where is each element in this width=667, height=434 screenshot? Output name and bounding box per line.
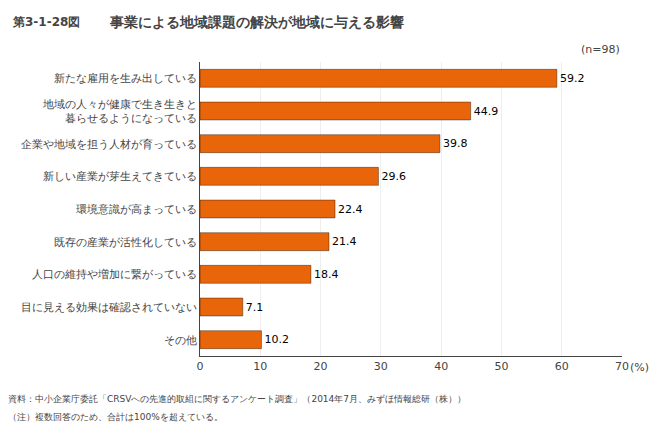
svg-text:30: 30 — [374, 360, 388, 373]
svg-text:21.4: 21.4 — [332, 235, 357, 248]
svg-text:10.2: 10.2 — [264, 333, 289, 346]
svg-text:（注）複数回答のため、合計は100%を超えている。: （注）複数回答のため、合計は100%を超えている。 — [8, 412, 223, 422]
svg-text:(n=98): (n=98) — [581, 43, 620, 56]
svg-text:既存の産業が活性化している: 既存の産業が活性化している — [54, 236, 197, 249]
svg-text:10: 10 — [253, 360, 267, 373]
svg-text:資料：中小企業庁委託「CRSVへの先進的取組に関するアンケー: 資料：中小企業庁委託「CRSVへの先進的取組に関するアンケート調査」（2014年… — [8, 394, 466, 404]
svg-text:59.2: 59.2 — [560, 72, 585, 85]
svg-text:7.1: 7.1 — [246, 301, 263, 314]
svg-text:50: 50 — [494, 360, 508, 373]
svg-text:40: 40 — [434, 360, 448, 373]
svg-text:18.4: 18.4 — [314, 268, 339, 281]
svg-text:人口の維持や増加に繋がっている: 人口の維持や増加に繋がっている — [32, 268, 197, 281]
svg-text:20: 20 — [314, 360, 328, 373]
svg-text:(%): (%) — [630, 361, 649, 374]
svg-text:29.6: 29.6 — [381, 170, 406, 183]
svg-text:22.4: 22.4 — [338, 203, 363, 216]
svg-text:環境意識が高まっている: 環境意識が高まっている — [76, 203, 197, 216]
svg-text:44.9: 44.9 — [474, 105, 499, 118]
svg-text:39.8: 39.8 — [443, 137, 468, 150]
svg-text:60: 60 — [555, 360, 569, 373]
svg-text:第3-1-28図: 第3-1-28図 — [12, 15, 80, 29]
svg-text:その他: その他 — [164, 334, 197, 347]
svg-text:企業や地域を担う人材が育っている: 企業や地域を担う人材が育っている — [21, 138, 197, 151]
svg-text:地域の人々が健康で生き生きと暮らせるようになっている: 地域の人々が健康で生き生きと暮らせるようになっている — [42, 98, 197, 125]
svg-text:新しい産業が芽生えてきている: 新しい産業が芽生えてきている — [43, 170, 197, 183]
svg-text:0: 0 — [197, 360, 204, 373]
svg-text:目に見える効果は確認されていない: 目に見える効果は確認されていない — [21, 301, 197, 314]
svg-text:新たな雇用を生み出している: 新たな雇用を生み出している — [54, 72, 197, 85]
svg-text:70: 70 — [615, 360, 629, 373]
svg-text:事業による地域課題の解決が地域に与える影響: 事業による地域課題の解決が地域に与える影響 — [109, 14, 404, 30]
